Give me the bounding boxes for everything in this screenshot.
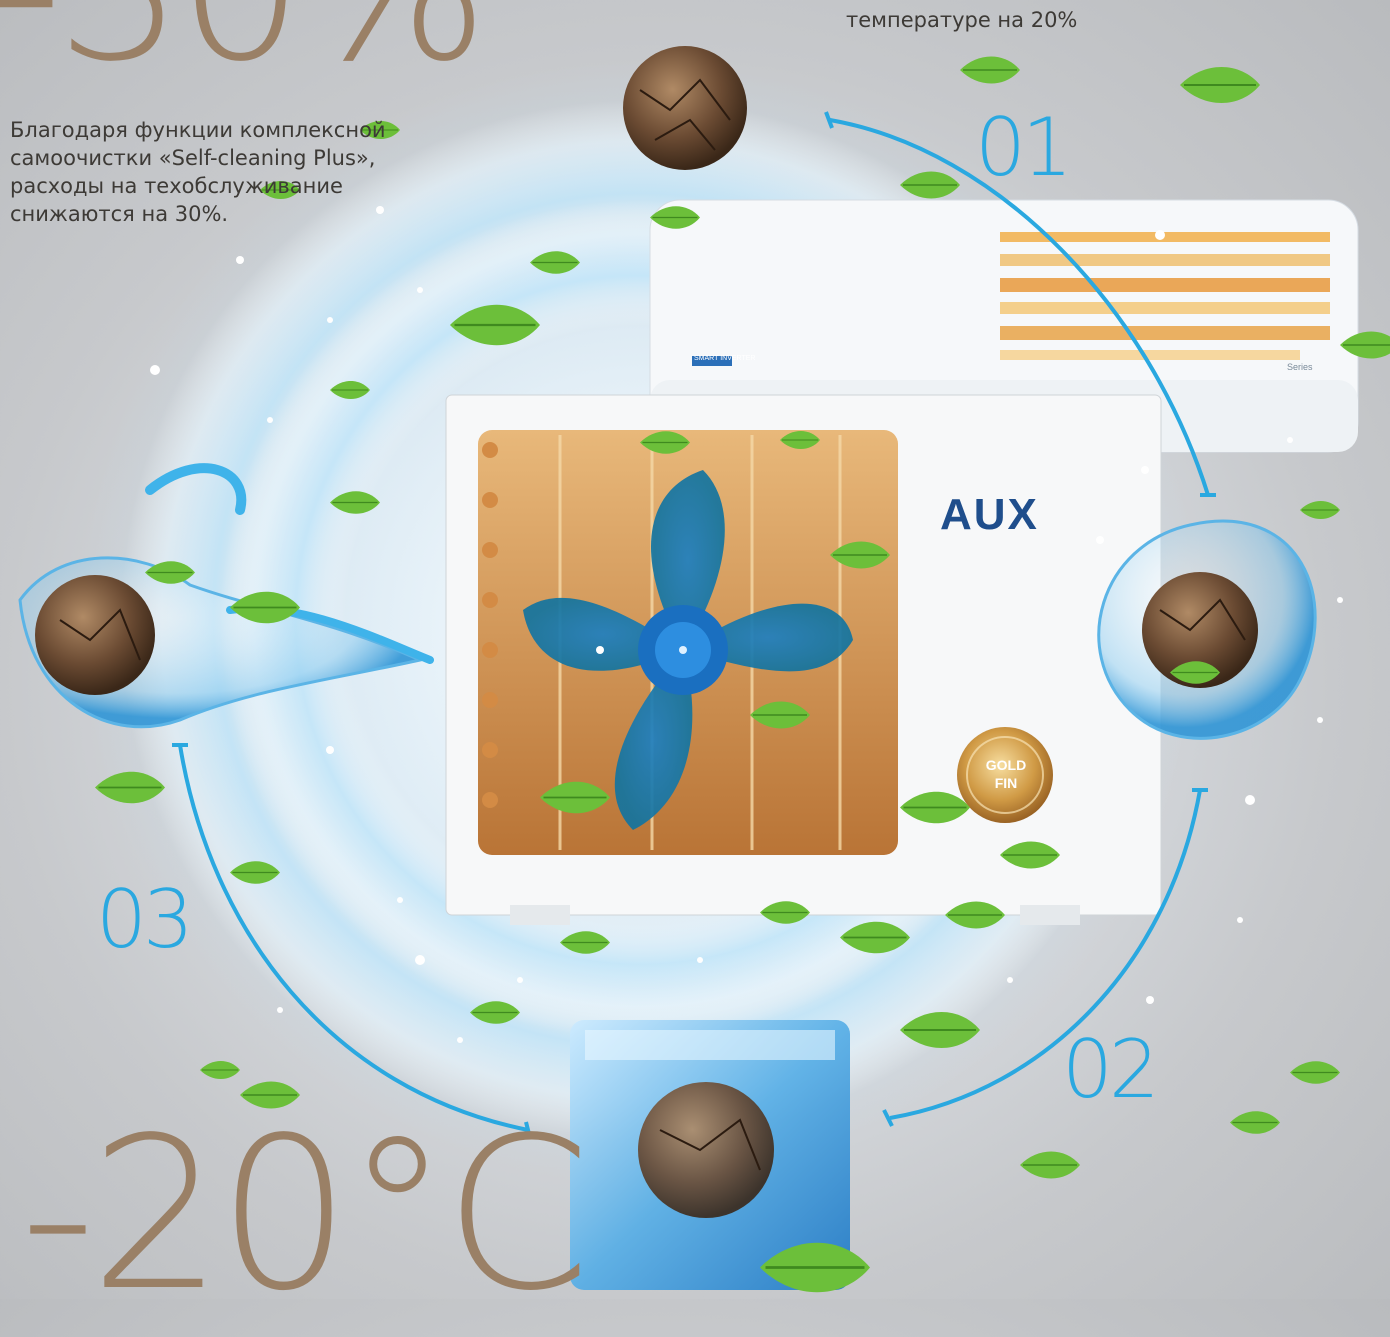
snowflakes [150,206,1343,1043]
brand-logo: AUX [940,490,1039,539]
arrow-03 [178,744,529,1132]
dirt-ball-frozen [570,1020,850,1290]
outdoor-unit [445,394,1162,925]
illustration [18,46,1390,1294]
badge-line2: FIN [994,775,1018,791]
dirt-ball-wet [1097,519,1317,740]
step-number-01: 01 [975,101,1073,194]
badge-line1: GOLD [985,757,1027,773]
indoor-label-right: Series [1287,362,1313,372]
gold-fin-badge [957,727,1053,823]
badge-text: GOLD FIN [984,756,1028,792]
step-number-03: 03 [96,873,194,966]
smart-inverter-badge [692,356,732,366]
dirt-ball-dry [623,46,747,170]
headline-temp: -20°C [20,1092,591,1337]
fan [523,470,853,830]
arrow-01 [829,118,1210,496]
arrow-02 [889,789,1202,1120]
indoor-label-left: SMART INVERTER [694,355,756,362]
description-self-cleaning: Благодаря функции комплексной самоочистк… [10,118,386,226]
cycle-arrows [172,111,1216,1139]
description-temperature: температуре на 20% [846,8,1078,32]
step-number-02: 02 [1062,1023,1160,1116]
headline-percent: -30% [0,0,489,90]
